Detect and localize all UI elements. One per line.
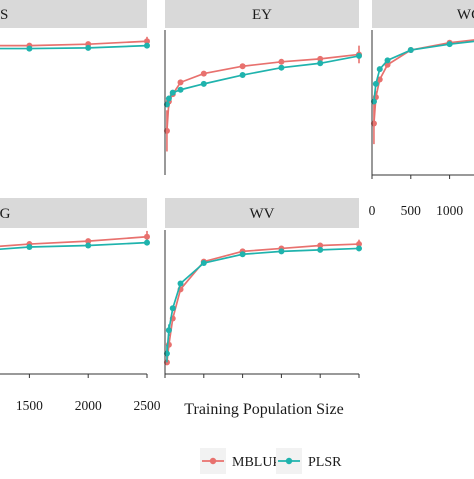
data-point-plsr	[239, 251, 246, 258]
series-line-plsr	[166, 247, 360, 354]
facet-strip-label: BG	[0, 206, 11, 222]
series-line-plsr	[0, 44, 148, 50]
data-point-mblup	[239, 63, 246, 70]
data-point-plsr	[278, 248, 285, 255]
x-tick-label: 500	[401, 203, 422, 218]
data-point-plsr	[144, 42, 150, 49]
data-point-plsr	[278, 64, 285, 71]
data-point-plsr	[372, 80, 379, 87]
legend-label-mblup: MBLUP	[232, 455, 280, 470]
data-point-plsr	[177, 280, 184, 287]
data-point-plsr	[446, 41, 453, 48]
data-point-plsr	[356, 52, 362, 59]
data-point-plsr	[356, 245, 362, 252]
x-axis-title: Training Population Size	[184, 401, 343, 418]
facet-panel-wv: WV	[163, 198, 362, 378]
data-point-plsr	[200, 260, 207, 267]
data-point-mblup	[144, 233, 150, 240]
data-point-plsr	[384, 57, 391, 64]
data-point-mblup	[144, 38, 150, 45]
data-point-mblup	[317, 242, 324, 249]
facet-strip-label: WV	[250, 206, 275, 222]
legend-label-plsr: PLSR	[308, 455, 342, 470]
data-point-plsr	[177, 86, 184, 93]
data-point-plsr	[85, 242, 92, 249]
x-tick-label: 2500	[134, 398, 161, 413]
data-point-plsr	[165, 327, 172, 334]
legend: MBLUP PLSR	[200, 448, 342, 474]
series-line-mblup	[0, 235, 148, 248]
series-line-plsr	[0, 241, 148, 251]
data-point-plsr	[26, 243, 33, 250]
facet-strip	[372, 0, 474, 28]
data-point-plsr	[407, 47, 414, 54]
data-point-plsr	[169, 89, 176, 96]
facet-strip	[165, 0, 359, 28]
data-point-plsr	[85, 44, 92, 51]
series-line-mblup	[166, 53, 360, 131]
series-line-mblup	[166, 243, 360, 363]
data-point-plsr	[239, 72, 246, 79]
data-point-plsr	[376, 66, 383, 73]
data-point-mblup	[200, 70, 207, 77]
facet-panel-fs: FS	[0, 0, 150, 52]
data-point-plsr	[165, 95, 172, 102]
facet-strip	[0, 0, 147, 28]
data-point-plsr	[26, 45, 33, 52]
legend-point-mblup	[209, 457, 217, 465]
series-line-mblup	[0, 40, 148, 47]
data-point-mblup	[317, 55, 324, 62]
data-point-plsr	[200, 80, 207, 87]
data-point-mblup	[85, 238, 92, 245]
legend-point-plsr	[285, 457, 293, 465]
facet-strip-label: FS	[0, 7, 8, 23]
data-point-mblup	[278, 58, 285, 65]
data-point-mblup	[356, 241, 362, 248]
data-point-mblup	[177, 79, 184, 86]
facet-strip	[165, 198, 359, 228]
data-point-plsr	[169, 305, 176, 312]
x-tick-label: 1500	[16, 398, 43, 413]
data-point-plsr	[144, 239, 150, 246]
x-tick-label: 0	[369, 203, 376, 218]
facet-panel-bg: BG05001000150020002500	[0, 198, 161, 413]
series-line-plsr	[373, 40, 474, 102]
facet-panel-wc: WC05001000150020002500	[369, 0, 474, 218]
facet-strip-label: EY	[252, 7, 272, 23]
x-tick-label: 2000	[75, 398, 102, 413]
data-point-plsr	[317, 246, 324, 253]
facet-panel-ey: EY	[163, 0, 362, 175]
facet-strip	[0, 198, 147, 228]
data-point-plsr	[317, 60, 324, 67]
x-tick-label: 1000	[436, 203, 463, 218]
facet-strip-label: WC	[457, 7, 474, 23]
